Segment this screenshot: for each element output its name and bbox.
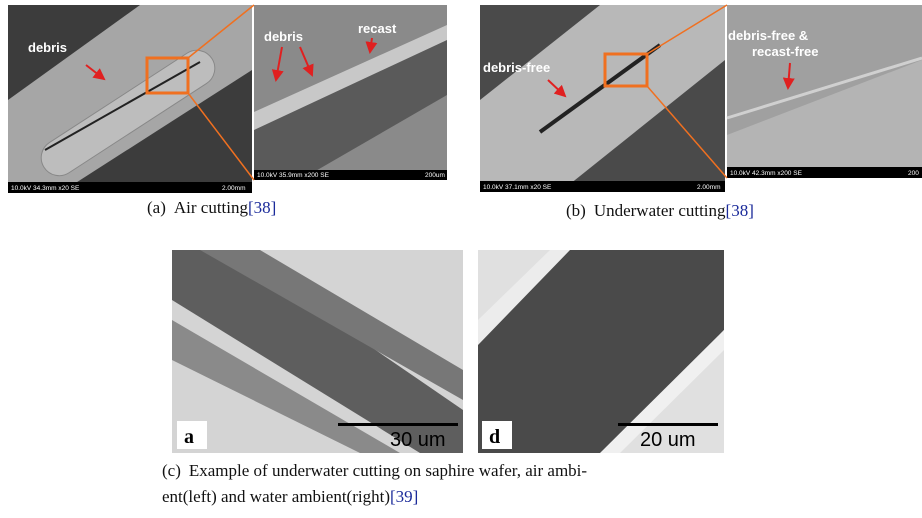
- image-b1: 10.0kV 37.1mm x20 SE 2.00mm debris-free: [480, 5, 725, 192]
- caption: (a)Air cutting[38]: [147, 198, 276, 217]
- image-c-right: d 20 um: [478, 250, 724, 453]
- caption: (b)Underwater cutting[38]: [566, 201, 754, 220]
- image-a2: 10.0kV 35.9mm x200 SE 200um debris recas…: [254, 5, 447, 180]
- info: 10.0kV 37.1mm x20 SE: [483, 184, 552, 191]
- image-c-left: a 30 um: [172, 250, 463, 453]
- scale: 2.00mm: [697, 184, 720, 191]
- panel-label: a: [184, 426, 194, 448]
- info: 10.0kV 42.3mm x200 SE: [730, 170, 803, 177]
- caption: ent(left) and water ambient(right)[39]: [162, 487, 418, 506]
- panel-label: d: [489, 426, 500, 448]
- scale: 20 um: [640, 429, 696, 451]
- caption: (c)Example of underwater cutting on saph…: [162, 461, 587, 480]
- scale: 200um: [425, 172, 445, 179]
- image-b2: 10.0kV 42.3mm x200 SE 200 debris-free & …: [727, 5, 922, 178]
- image-a1: 10.0kV 34.3mm x20 SE 2.00mm debris: [8, 5, 252, 193]
- annotation: debris-free: [483, 60, 550, 75]
- scale: 30 um: [390, 429, 446, 451]
- scale: 200: [908, 170, 919, 177]
- info: 10.0kV 34.3mm x20 SE: [11, 185, 80, 192]
- annotation: debris: [28, 40, 67, 55]
- scale: 2.00mm: [222, 185, 245, 192]
- annotation: debris-free &: [728, 28, 808, 43]
- annotation: recast: [358, 21, 397, 36]
- figure-page: 10.0kV 34.3mm x20 SE 2.00mm debris 10.0k…: [0, 0, 922, 518]
- info: 10.0kV 35.9mm x200 SE: [257, 172, 330, 179]
- annotation: debris: [264, 29, 303, 44]
- annotation: recast-free: [752, 44, 819, 59]
